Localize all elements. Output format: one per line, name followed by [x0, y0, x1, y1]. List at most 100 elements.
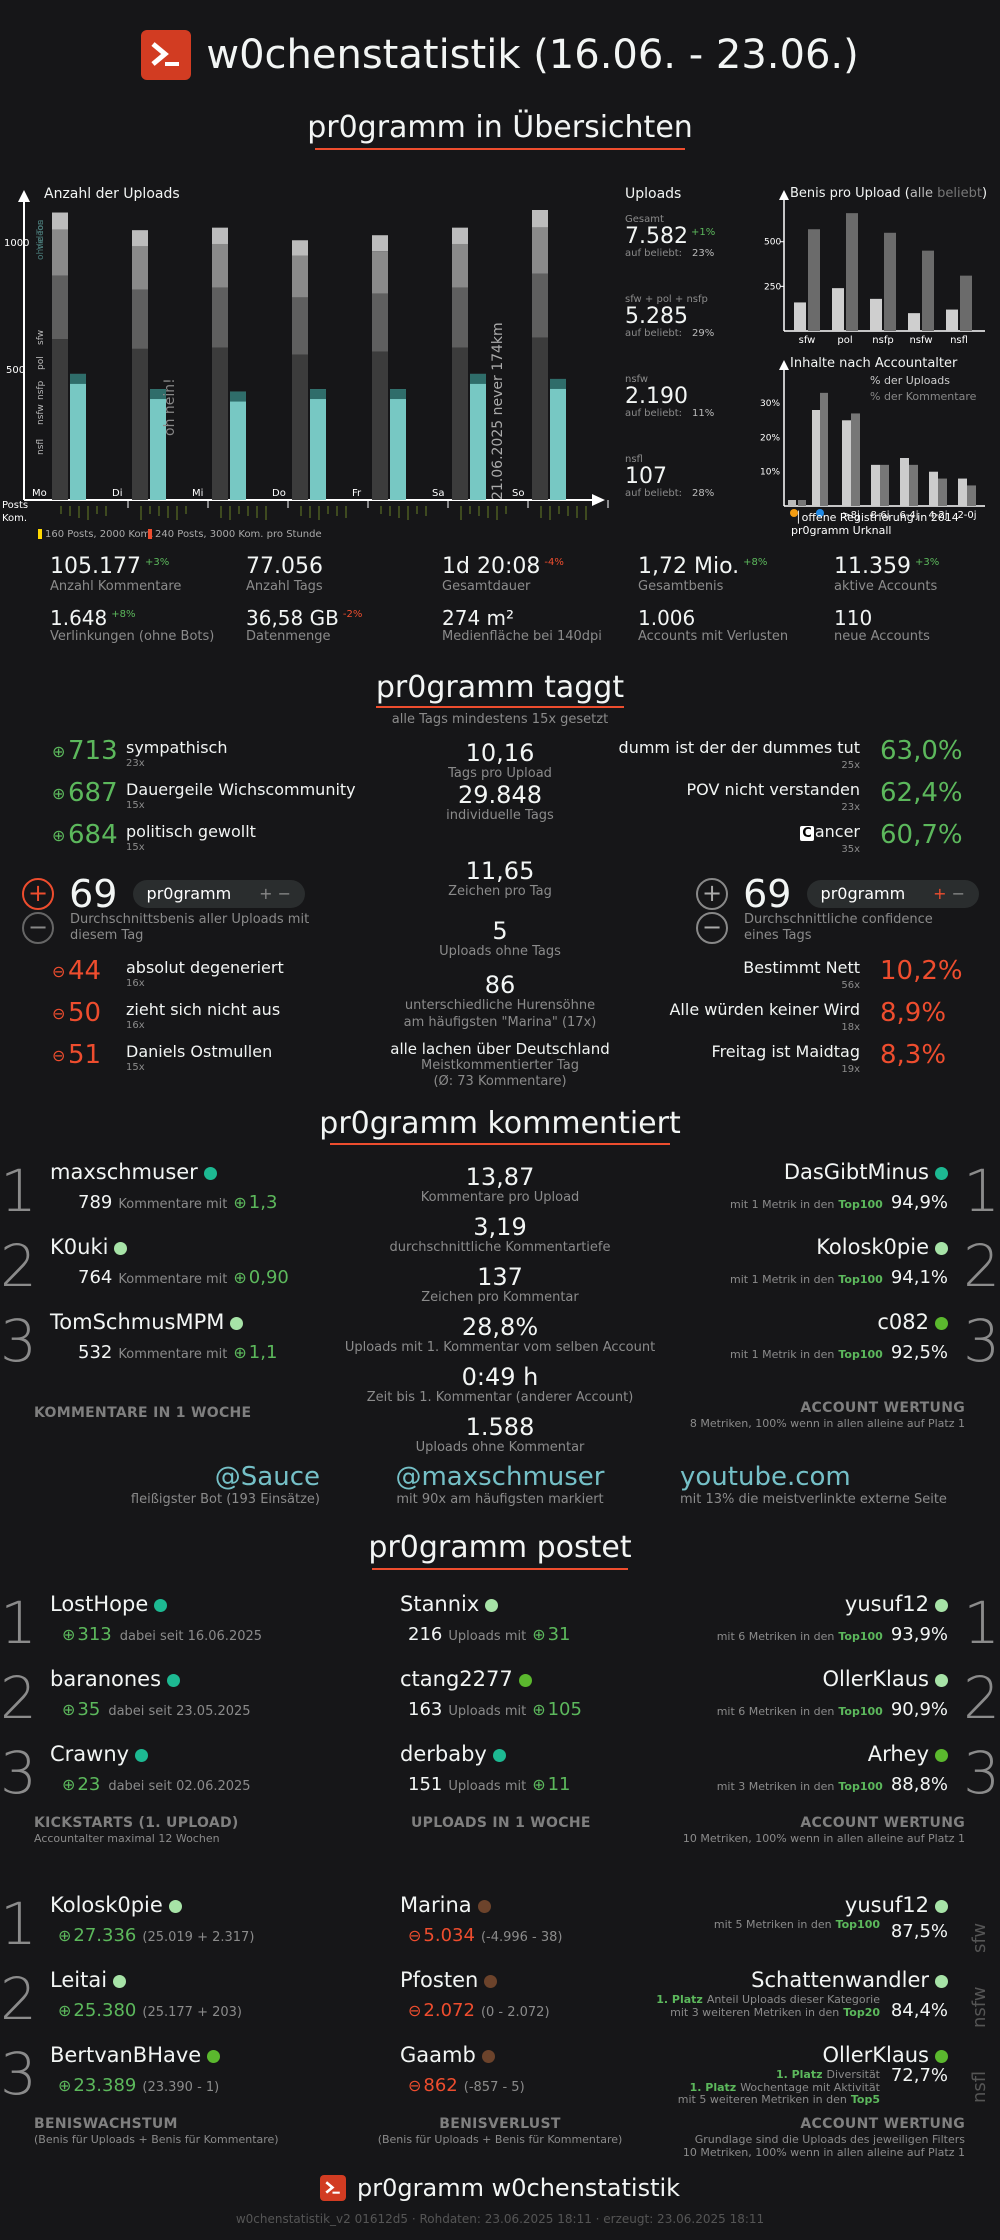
username[interactable]: yusuf12 — [845, 1592, 948, 1616]
tag-name[interactable]: sympathisch — [126, 738, 228, 757]
age-bar-comments — [851, 413, 860, 506]
tag-conf-row: Alle würden keiner Wird 18x 8,9% — [620, 998, 960, 1040]
upload-bar-segment — [132, 246, 148, 290]
highlight-link-value[interactable]: @Sauce — [214, 1462, 320, 1492]
urknall-icon — [790, 509, 798, 517]
username[interactable]: K0uki — [50, 1235, 128, 1259]
tags-conf-label: Durchschnittliche confidence eines Tags — [744, 912, 933, 944]
upload-stat: sfw + pol + nsfp 5.285 auf beliebt: 29% — [625, 294, 735, 339]
plus-icon: ⊕ — [58, 2001, 72, 2020]
status-dot — [485, 1598, 499, 1612]
username[interactable]: OllerKlaus — [823, 2043, 948, 2067]
username[interactable]: yusuf12 — [845, 1893, 948, 1917]
username[interactable]: Gaamb — [400, 2043, 495, 2067]
highlight-link-value[interactable]: @maxschmuser — [395, 1462, 605, 1492]
tag-name[interactable]: politisch gewollt — [126, 822, 256, 841]
highlight-link-value[interactable]: youtube.com — [680, 1462, 851, 1492]
tag-name[interactable]: Dauergeile Wichscommunity — [126, 780, 356, 799]
username[interactable]: Leitai — [50, 1968, 127, 1992]
username[interactable]: ctang2277 — [400, 1667, 532, 1691]
upload-bar-segment — [292, 354, 308, 500]
status-dot — [935, 1899, 948, 1913]
kickstart-since: dabei seit 16.06.2025 — [119, 1629, 263, 1644]
tag-stat-label: unterschiedliche Hurensöhne — [404, 998, 596, 1014]
username[interactable]: BertvanBHave — [50, 2043, 221, 2067]
age-bar-uploads — [929, 471, 938, 506]
plus-icon: ⊕ — [52, 742, 66, 761]
username[interactable]: Kolosk0pie — [816, 1235, 948, 1259]
benis-chart: 500 250 sfw pol nsfp nsfw nsfl — [764, 190, 985, 346]
nsfw-bar-top — [150, 389, 166, 400]
tag-name[interactable]: Alle würden keiner Wird — [669, 1000, 860, 1019]
benis-rating-caption: ACCOUNT WERTUNG — [800, 2116, 965, 2132]
section-underline — [372, 1568, 628, 1570]
tag-name[interactable]: dumm ist der der dummes tut — [618, 738, 860, 757]
hourly-mark — [398, 506, 400, 518]
tag-name[interactable]: Daniels Ostmullen — [126, 1042, 273, 1061]
upload-bar-segment — [292, 255, 308, 298]
highlight-link-label: fleißigster Bot (193 Einsätze) — [130, 1492, 320, 1507]
tag-name[interactable]: POV nicht verstanden — [686, 780, 860, 799]
user-detail: ⊖ 862 (-857 - 5) — [408, 2075, 525, 2096]
kickstart-row: 2 baranones ⊕ 35 dabei seit 23.05.2025 — [0, 1667, 380, 1737]
kickstarts-caption: KICKSTARTS (1. UPLOAD) — [34, 1815, 239, 1831]
user-detail: 151 Uploads mit ⊕ 11 — [408, 1774, 571, 1795]
username[interactable]: LostHope — [50, 1592, 168, 1616]
tag-stat-value: 11,65 — [465, 857, 535, 885]
post-rating-row: yusuf12 mit 6 Metriken in den Top100 93,9% 1 — [640, 1592, 1000, 1662]
tag-count: 15x — [126, 1062, 145, 1073]
tag-name[interactable]: Freitag ist Maidtag — [711, 1042, 860, 1061]
username[interactable]: c082 — [877, 1310, 948, 1334]
status-dot — [935, 1598, 948, 1612]
hourly-mark — [247, 506, 249, 516]
benis-bar-alle — [922, 250, 934, 331]
benis-rating-sub2: 10 Metriken, 100% wenn in allen alleine … — [682, 2146, 965, 2159]
age-bar-uploads — [871, 464, 880, 506]
username[interactable]: Arhey — [868, 1742, 948, 1766]
tag-row: ⊖ 51 Daniels Ostmullen 15x — [52, 1040, 382, 1082]
comments-right-caption: ACCOUNT WERTUNG — [800, 1400, 965, 1416]
account-age-note2: pr0gramm Urknall — [791, 524, 892, 537]
growth-sub: (Benis für Uploads + Benis für Kommentar… — [34, 2133, 279, 2146]
comment-stat-value: 137 — [477, 1263, 523, 1291]
username[interactable]: Schattenwandler — [751, 1968, 948, 1992]
username[interactable]: baranones — [50, 1667, 181, 1691]
hourly-mark — [220, 506, 222, 518]
upload-bar-segment — [52, 339, 68, 500]
username[interactable]: Crawny — [50, 1742, 149, 1766]
loss-row: Gaamb ⊖ 862 (-857 - 5) — [400, 2043, 780, 2113]
hourly-mark — [238, 506, 240, 514]
benis-bar-alle — [808, 229, 820, 331]
kpi-label: Accounts mit Verlusten — [638, 629, 789, 644]
tag-name[interactable]: Bestimmt Nett — [743, 958, 860, 977]
hourly-mark — [78, 506, 80, 518]
row-label-comments: Kom. — [2, 513, 28, 524]
section-title-tags: pr0gramm taggt — [375, 670, 625, 705]
comment-stat-label: Zeit bis 1. Kommentar (anderer Account) — [366, 1390, 634, 1406]
plus-icon: ⊕ — [532, 1625, 546, 1644]
username[interactable]: OllerKlaus — [823, 1667, 948, 1691]
annotation-oh-nein: oh nein! — [162, 378, 178, 436]
rating-pct: 88,8% — [890, 1774, 948, 1795]
benis-tick: 250 — [764, 282, 781, 292]
username[interactable]: Marina — [400, 1893, 491, 1917]
age-bar-comments — [880, 464, 889, 506]
rank: 1 — [0, 1157, 37, 1225]
plus-icon: ⊕ — [233, 1343, 247, 1362]
username[interactable]: Pfosten — [400, 1968, 498, 1992]
tag-name[interactable]: absolut degeneriert — [126, 958, 284, 977]
rank: 2 — [0, 1232, 37, 1300]
username[interactable]: TomSchmusMPM — [50, 1310, 244, 1334]
username[interactable]: Stannix — [400, 1592, 499, 1616]
upload-count: 151 — [408, 1774, 443, 1795]
username[interactable]: Kolosk0pie — [50, 1893, 182, 1917]
tag-stat: 29.848 individuelle Tags — [330, 782, 670, 825]
username[interactable]: DasGibtMinus — [784, 1160, 948, 1184]
username[interactable]: derbaby — [400, 1742, 506, 1766]
kpi-delta: +8% — [743, 556, 768, 568]
username[interactable]: maxschmuser — [50, 1160, 217, 1184]
tag-name[interactable]: zieht sich nicht aus — [126, 1000, 281, 1019]
age-cat-label: 4-2j — [928, 510, 947, 521]
age-cat-label: 6-4j — [899, 510, 918, 521]
